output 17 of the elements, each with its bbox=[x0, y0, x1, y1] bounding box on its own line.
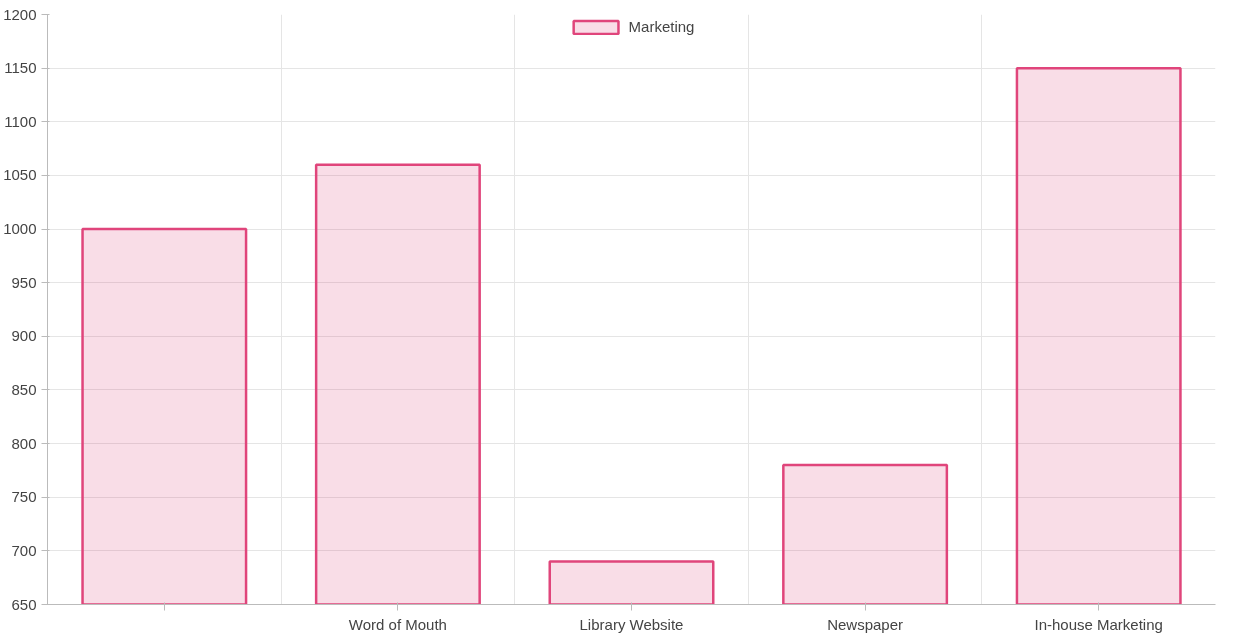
y-tick-label: 1000 bbox=[3, 220, 37, 238]
y-tick-label: 1150 bbox=[4, 59, 37, 77]
x-tick-label: In-house Marketing bbox=[1034, 615, 1163, 633]
y-tick-label: 950 bbox=[11, 273, 37, 291]
y-tick-label: 650 bbox=[11, 595, 37, 613]
y-tick-label: 1100 bbox=[4, 112, 37, 130]
x-tick-label: Word of Mouth bbox=[348, 615, 447, 633]
y-tick-label: 900 bbox=[11, 327, 37, 345]
y-tick-label: 1200 bbox=[3, 5, 37, 23]
x-tick-label: Library Website bbox=[579, 615, 684, 633]
legend-label: Marketing bbox=[628, 18, 695, 35]
y-tick-label: 850 bbox=[11, 380, 37, 398]
y-tick-label: 1050 bbox=[3, 166, 37, 184]
y-tick-label: 750 bbox=[11, 488, 37, 506]
x-tick-label: Newspaper bbox=[827, 615, 904, 633]
y-tick-label: 800 bbox=[11, 434, 37, 452]
y-tick-label: 700 bbox=[11, 541, 37, 559]
